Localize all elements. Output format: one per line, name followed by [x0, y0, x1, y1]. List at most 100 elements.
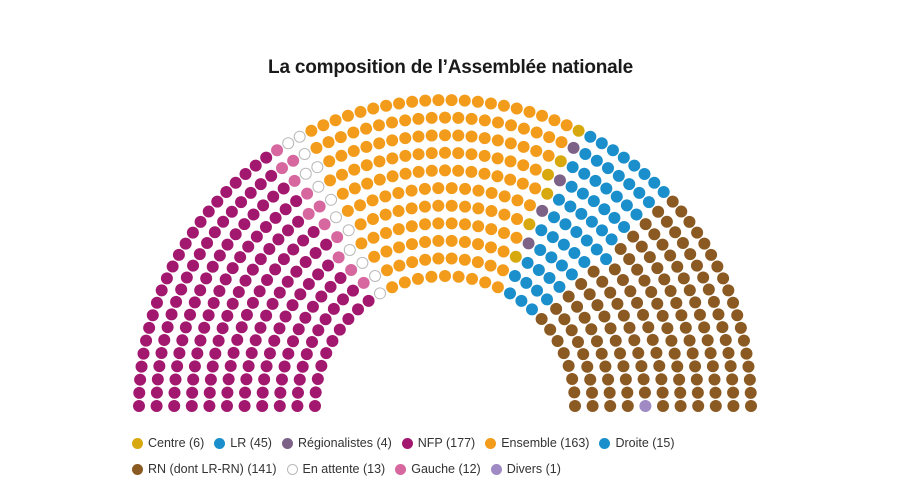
seat-ensemble	[399, 114, 412, 127]
seat-droite	[508, 270, 521, 283]
seat-nfp	[232, 286, 245, 299]
seat-rn-dont-lr-rn	[631, 296, 644, 309]
seat-lr	[543, 272, 556, 285]
seat-nfp	[272, 233, 285, 246]
seat-nfp	[188, 296, 201, 309]
seat-ensemble	[432, 199, 445, 212]
seat-rn-dont-lr-rn	[608, 263, 621, 276]
seat-droite	[595, 137, 608, 150]
seat-rn-dont-lr-rn	[671, 360, 684, 373]
seat-rn-dont-lr-rn	[643, 251, 656, 264]
seat-rn-dont-lr-rn	[628, 334, 641, 347]
seat-nfp	[309, 400, 321, 412]
seat-rn-dont-lr-rn	[614, 347, 627, 360]
seat-nfp	[176, 334, 189, 347]
seat-nfp	[212, 334, 225, 347]
seat-ensemble	[432, 234, 445, 247]
seat-lr	[600, 253, 613, 266]
seat-nfp	[291, 400, 304, 412]
seat-gauche	[276, 162, 289, 175]
seat-ensemble	[472, 202, 485, 215]
seat-lr	[570, 226, 583, 239]
seat-centre	[554, 155, 567, 168]
seat-ensemble	[412, 148, 425, 161]
legend-item-centre: Centre (6)	[132, 434, 204, 452]
seat-divers	[639, 400, 652, 412]
seat-ensemble	[485, 223, 498, 236]
legend-label-lr: LR (45)	[230, 436, 272, 450]
seat-ensemble	[536, 109, 549, 122]
seat-rn-dont-lr-rn	[702, 283, 715, 296]
seat-ensemble	[354, 199, 367, 212]
seat-droite	[564, 200, 577, 213]
seat-ensemble	[504, 137, 517, 150]
legend-swatch-centre	[132, 437, 143, 449]
seat-rn-dont-lr-rn	[669, 226, 682, 239]
seat-ensemble	[498, 226, 511, 239]
seat-nfp	[229, 228, 242, 241]
seat-ensemble	[485, 187, 498, 200]
seat-nfp	[362, 294, 375, 307]
seat-rn-dont-lr-rn	[686, 347, 699, 360]
seat-nfp	[180, 271, 193, 284]
seat-nfp	[253, 285, 266, 298]
seat-nfp	[179, 321, 192, 334]
seat-nfp	[309, 386, 322, 399]
seat-ensemble	[386, 134, 399, 147]
seat-gauche	[332, 251, 345, 264]
seat-ensemble	[445, 217, 458, 230]
seat-ensemble	[399, 149, 412, 162]
seat-nfp	[307, 226, 320, 239]
seat-nfp	[202, 309, 215, 322]
seat-en-attente	[282, 137, 295, 150]
seat-lr	[587, 195, 600, 208]
seat-lr	[589, 174, 602, 187]
seat-nfp	[133, 386, 146, 399]
seat-nfp	[346, 284, 359, 297]
seat-ensemble	[341, 204, 354, 217]
legend-item-gauche: Gauche (12)	[395, 460, 481, 478]
seat-rn-dont-lr-rn	[693, 308, 706, 321]
seat-ensemble	[491, 170, 504, 183]
seat-nfp	[273, 322, 286, 335]
seat-ensemble	[373, 155, 386, 168]
seat-nfp	[186, 226, 199, 239]
seat-ensemble	[445, 234, 458, 247]
seat-nfp	[312, 324, 325, 337]
seat-rn-dont-lr-rn	[706, 360, 719, 373]
seat-lr	[595, 224, 608, 237]
seat-rn-dont-lr-rn	[704, 347, 717, 360]
seat-rn-dont-lr-rn	[568, 386, 581, 399]
seat-ensemble	[334, 131, 347, 144]
seat-centre	[523, 218, 536, 231]
seat-rn-dont-lr-rn	[590, 335, 603, 348]
seat-ensemble	[432, 94, 445, 107]
seat-nfp	[326, 335, 339, 347]
seat-ensemble	[529, 163, 542, 176]
seat-ensemble	[432, 217, 445, 230]
seat-ensemble	[439, 111, 451, 124]
seat-gauche	[357, 276, 370, 289]
chart-title: La composition de l’Assemblée nationale	[268, 57, 633, 78]
seat-ensemble	[472, 238, 485, 251]
seat-ensemble	[392, 223, 405, 236]
seat-rn-dont-lr-rn	[562, 359, 575, 372]
seat-lr	[657, 185, 670, 198]
seat-rn-dont-lr-rn	[616, 274, 629, 287]
seat-ensemble	[445, 182, 458, 195]
seat-nfp	[315, 290, 328, 303]
seat-rn-dont-lr-rn	[722, 347, 735, 360]
seat-en-attente	[342, 224, 355, 237]
seat-rn-dont-lr-rn	[744, 386, 757, 399]
legend-swatch-gauche	[395, 463, 407, 475]
seat-nfp	[244, 186, 257, 199]
seat-rn-dont-lr-rn	[683, 215, 696, 228]
seat-nfp	[239, 386, 252, 399]
seat-rn-dont-lr-rn	[671, 260, 684, 273]
seat-lr	[642, 196, 655, 209]
seat-droite	[590, 154, 603, 167]
seat-nfp	[282, 224, 295, 237]
seat-rn-dont-lr-rn	[611, 297, 624, 310]
seat-rn-dont-lr-rn	[657, 400, 669, 412]
seat-ensemble	[458, 236, 471, 248]
